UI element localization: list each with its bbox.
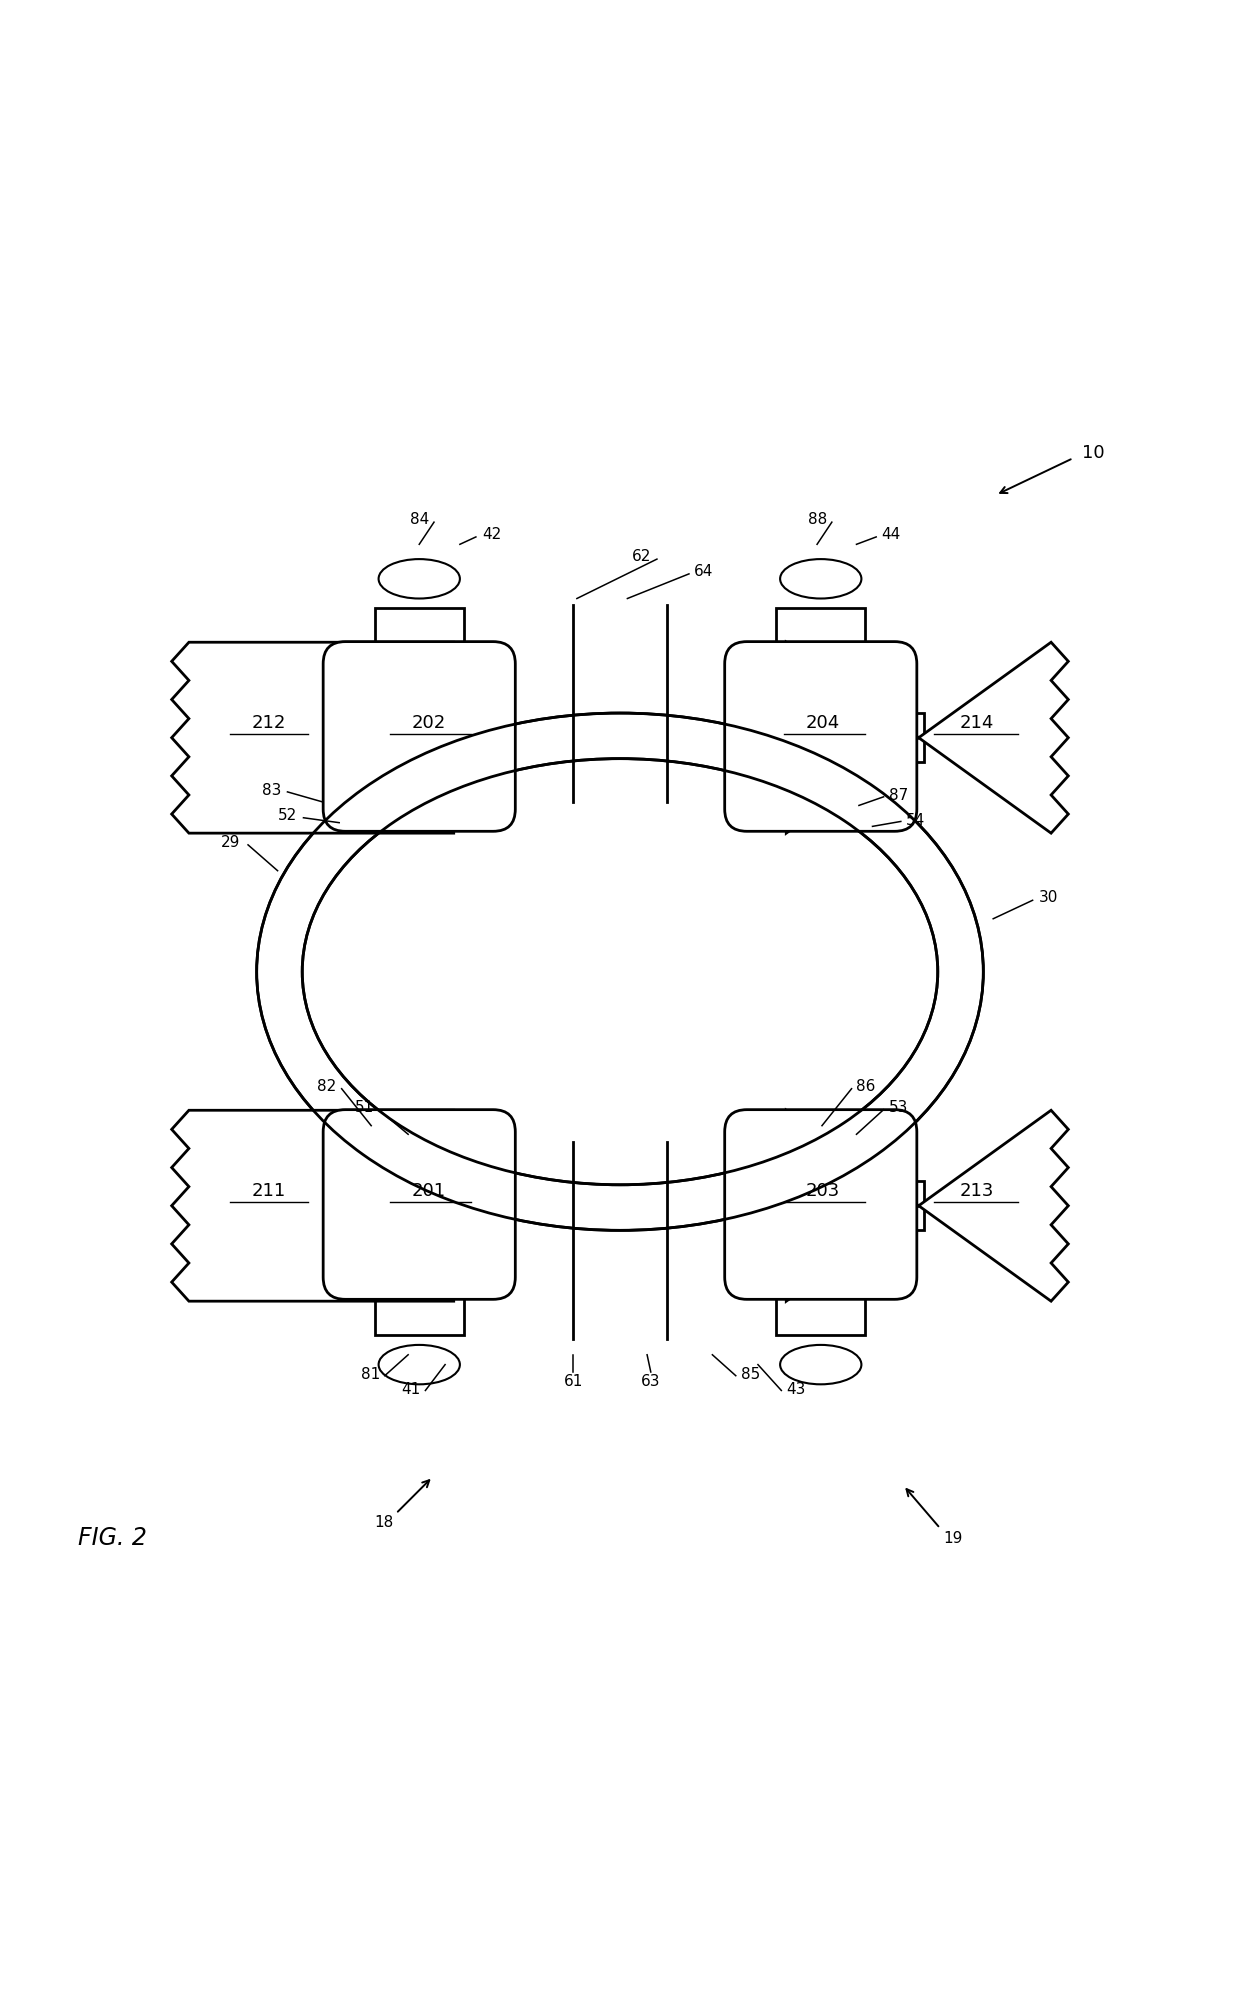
Polygon shape	[786, 642, 1069, 834]
Text: 204: 204	[806, 714, 841, 732]
Text: 63: 63	[641, 1373, 661, 1389]
Text: 19: 19	[942, 1530, 962, 1546]
Bar	[316, 714, 489, 762]
Text: 30: 30	[1039, 890, 1058, 906]
Bar	[776, 608, 866, 660]
Bar	[374, 1283, 464, 1335]
Bar	[316, 1181, 489, 1231]
Bar	[776, 1283, 866, 1335]
Text: 82: 82	[317, 1079, 337, 1095]
Bar	[751, 1181, 924, 1231]
Text: 43: 43	[786, 1381, 806, 1397]
Bar	[776, 608, 866, 660]
Text: 53: 53	[889, 1099, 908, 1115]
Ellipse shape	[324, 722, 382, 754]
Text: 52: 52	[278, 808, 298, 822]
Ellipse shape	[303, 758, 937, 1185]
Ellipse shape	[324, 1189, 382, 1221]
Text: 87: 87	[889, 788, 908, 804]
Ellipse shape	[858, 1189, 916, 1221]
Text: 62: 62	[631, 549, 651, 563]
Bar	[776, 608, 866, 660]
Text: 85: 85	[740, 1367, 760, 1381]
Text: 10: 10	[1081, 445, 1105, 463]
Text: 54: 54	[905, 812, 925, 828]
Text: 86: 86	[857, 1079, 875, 1095]
Text: 202: 202	[412, 714, 446, 732]
Bar	[374, 608, 464, 660]
Bar	[751, 714, 924, 762]
Ellipse shape	[780, 559, 862, 599]
Ellipse shape	[858, 722, 916, 754]
Bar	[374, 608, 464, 660]
Text: 213: 213	[960, 1181, 994, 1199]
Ellipse shape	[257, 714, 983, 1231]
Bar	[316, 714, 489, 762]
Bar	[776, 1283, 866, 1335]
Bar	[316, 1181, 489, 1231]
Bar	[374, 608, 464, 660]
Bar	[751, 1181, 924, 1231]
Bar	[374, 1283, 464, 1335]
Text: 18: 18	[374, 1514, 393, 1530]
Text: 41: 41	[402, 1381, 420, 1397]
Text: 88: 88	[807, 511, 827, 527]
Ellipse shape	[780, 1345, 862, 1383]
Text: 61: 61	[563, 1373, 583, 1389]
Ellipse shape	[378, 1345, 460, 1383]
Text: 83: 83	[262, 784, 281, 798]
Text: 201: 201	[412, 1181, 446, 1199]
Text: 64: 64	[694, 563, 713, 579]
Text: FIG. 2: FIG. 2	[78, 1526, 148, 1550]
Polygon shape	[171, 1111, 454, 1301]
Polygon shape	[171, 642, 454, 834]
Bar	[776, 1283, 866, 1335]
Text: 44: 44	[882, 527, 900, 541]
FancyBboxPatch shape	[324, 642, 516, 832]
Bar	[316, 714, 489, 762]
FancyBboxPatch shape	[724, 1109, 916, 1299]
FancyBboxPatch shape	[324, 1109, 516, 1299]
Bar	[316, 1181, 489, 1231]
Text: 211: 211	[252, 1181, 286, 1199]
FancyBboxPatch shape	[724, 642, 916, 832]
Bar	[751, 714, 924, 762]
Text: 84: 84	[410, 511, 429, 527]
Text: 81: 81	[361, 1367, 379, 1381]
Bar	[751, 1181, 924, 1231]
Text: 51: 51	[355, 1099, 373, 1115]
Bar	[374, 1283, 464, 1335]
Text: 42: 42	[482, 527, 501, 541]
Bar	[751, 714, 924, 762]
Text: 203: 203	[806, 1181, 841, 1199]
Text: 214: 214	[960, 714, 994, 732]
Text: 212: 212	[252, 714, 286, 732]
Polygon shape	[786, 1111, 1069, 1301]
Text: 29: 29	[221, 834, 241, 850]
Ellipse shape	[378, 559, 460, 599]
